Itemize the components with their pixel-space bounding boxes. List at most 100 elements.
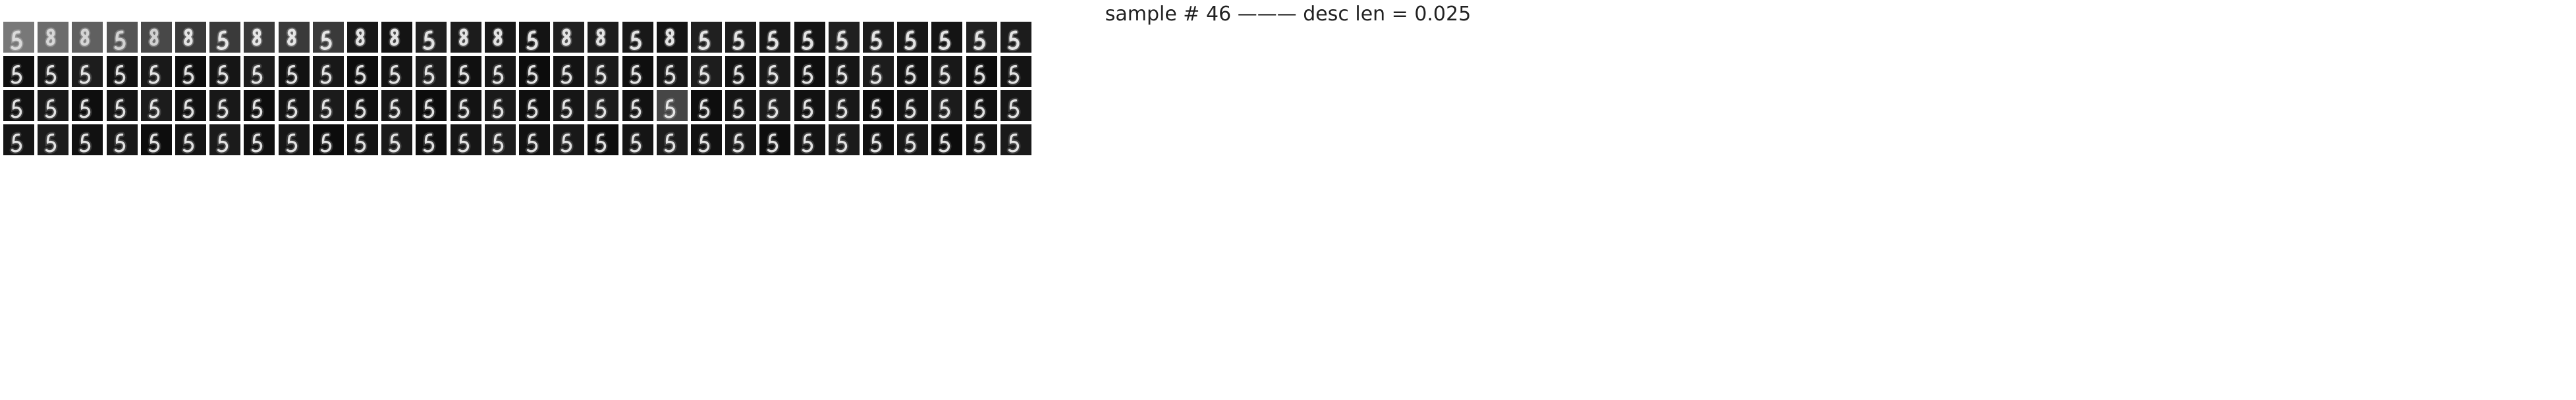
digit-stroke [11, 64, 22, 84]
sample-tile [759, 90, 791, 121]
digit-image [43, 63, 58, 86]
digit-stroke [320, 133, 332, 153]
digit-image [937, 97, 952, 120]
digit-image [595, 27, 607, 47]
digit-image [937, 29, 952, 51]
sample-tile [794, 56, 825, 87]
digit-stroke [45, 133, 57, 153]
digit-image [353, 97, 368, 120]
sample-tile [759, 56, 791, 87]
digit-image [181, 132, 196, 154]
digit-image [422, 63, 436, 86]
sample-tile [416, 22, 447, 53]
digit-image [903, 63, 918, 86]
sample-tile [244, 90, 275, 121]
sample-tile [175, 124, 206, 155]
digit-image [835, 29, 849, 51]
digit-stroke [356, 28, 365, 46]
digit-image [457, 27, 470, 47]
digit-stroke [493, 28, 503, 46]
digit-stroke [870, 64, 882, 84]
sample-tile [553, 22, 585, 53]
sample-tile [38, 90, 69, 121]
sample-tile [691, 22, 722, 53]
digit-image [628, 97, 643, 120]
digit-stroke [492, 64, 504, 84]
digit-stroke [973, 133, 985, 153]
digit-image [593, 132, 608, 154]
digit-image [800, 97, 815, 120]
sample-tile [622, 124, 653, 155]
digit-stroke [184, 28, 193, 46]
digit-stroke [973, 99, 985, 118]
sample-tile [72, 124, 103, 155]
sample-tile [553, 124, 585, 155]
digit-stroke [389, 64, 400, 84]
digit-image [800, 132, 815, 154]
sample-tile [966, 90, 997, 121]
digit-image [181, 97, 196, 120]
sample-tile [484, 56, 516, 87]
sample-tile [175, 56, 206, 87]
digit-image [387, 97, 402, 120]
sample-tile [931, 90, 963, 121]
digit-image [525, 63, 539, 86]
digit-stroke [732, 30, 744, 51]
sample-tile [38, 22, 69, 53]
digit-image [285, 27, 298, 47]
digit-stroke [458, 133, 469, 153]
digit-stroke [320, 99, 332, 118]
digit-image [353, 63, 368, 86]
digit-image [972, 97, 987, 120]
sample-tile [622, 22, 653, 53]
sample-tile [966, 22, 997, 53]
digit-image [628, 132, 643, 154]
sample-tile [347, 22, 378, 53]
sample-tile [106, 22, 138, 53]
digit-image [9, 132, 24, 154]
sample-tile [519, 56, 550, 87]
digit-stroke [905, 64, 916, 84]
digit-image [697, 63, 711, 86]
digit-image [835, 97, 849, 120]
sample-tile [691, 124, 722, 155]
sample-tile [1000, 124, 1031, 155]
digit-stroke [630, 30, 642, 51]
sample-tile [347, 90, 378, 121]
sample-tile [3, 90, 34, 121]
digit-image [869, 97, 883, 120]
sample-tile [1000, 22, 1031, 53]
digit-stroke [252, 64, 263, 84]
sample-tile [519, 22, 550, 53]
digit-image [389, 27, 400, 47]
digit-stroke [733, 99, 744, 118]
digit-image [869, 63, 883, 86]
digit-image [215, 132, 230, 154]
digit-image [593, 97, 608, 120]
digit-stroke [630, 99, 641, 118]
sample-tile [140, 90, 172, 121]
digit-image [559, 132, 574, 154]
digit-image [765, 97, 780, 120]
sample-tile [3, 22, 34, 53]
digit-image [765, 63, 780, 86]
sample-tile [828, 124, 860, 155]
digit-image [697, 97, 711, 120]
digit-stroke [148, 64, 160, 84]
digit-image [765, 29, 780, 51]
digit-image [285, 132, 299, 154]
digit-image [285, 97, 299, 120]
digit-image [422, 132, 436, 154]
digit-image [491, 132, 505, 154]
sample-tile [588, 22, 619, 53]
sample-tile [863, 56, 894, 87]
digit-stroke [664, 133, 676, 153]
sample-tile [966, 56, 997, 87]
sample-tile [931, 22, 963, 53]
digit-image [319, 63, 333, 86]
sample-tile [278, 56, 310, 87]
digit-image [937, 63, 952, 86]
digit-stroke [217, 133, 229, 153]
sample-tile [381, 124, 413, 155]
sample-tile [38, 124, 69, 155]
